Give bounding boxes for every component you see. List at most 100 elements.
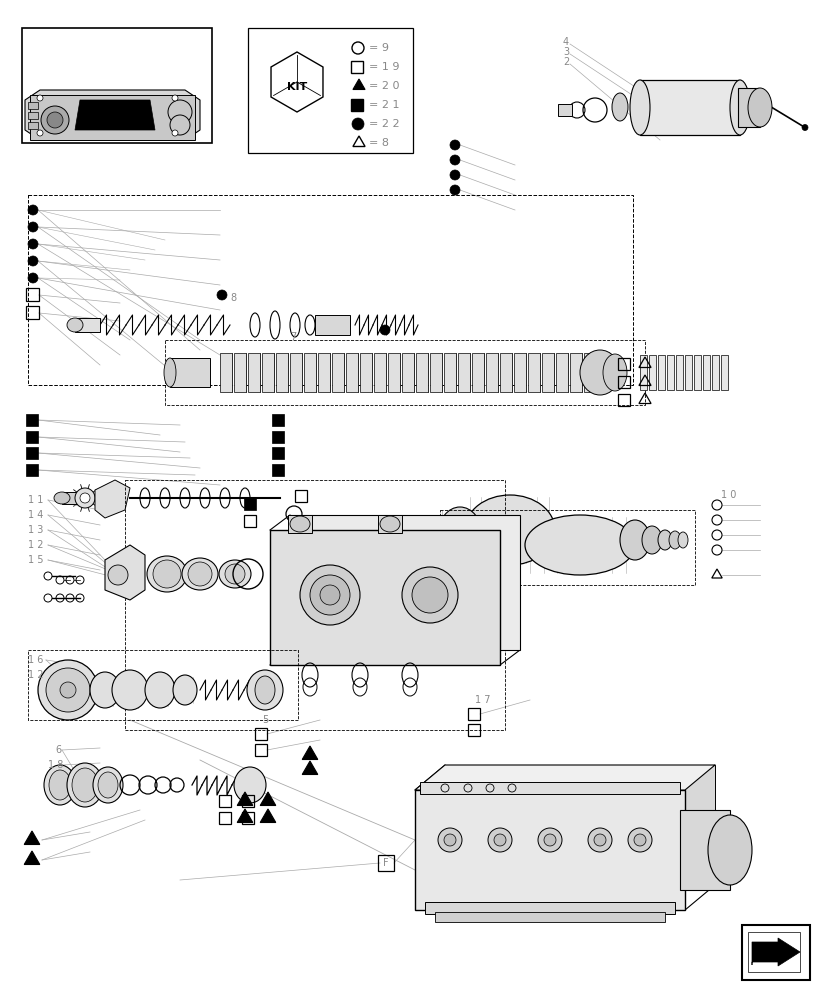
Text: 5: 5 — [261, 715, 268, 725]
Bar — [272, 431, 284, 443]
Ellipse shape — [611, 93, 627, 121]
Bar — [270, 530, 500, 665]
Ellipse shape — [677, 532, 687, 548]
Polygon shape — [260, 809, 275, 822]
Text: 1 8: 1 8 — [48, 760, 64, 770]
Bar — [639, 355, 646, 390]
Circle shape — [37, 95, 43, 101]
Ellipse shape — [707, 815, 751, 885]
Bar — [346, 353, 357, 392]
Bar — [248, 353, 260, 392]
Bar — [434, 912, 664, 922]
Ellipse shape — [629, 80, 649, 135]
Bar — [569, 353, 581, 392]
Circle shape — [60, 682, 76, 698]
Polygon shape — [237, 809, 252, 822]
Bar — [419, 782, 679, 794]
Text: 6: 6 — [55, 745, 61, 755]
Bar — [170, 358, 210, 387]
Bar — [457, 353, 470, 392]
Bar — [272, 464, 284, 476]
Ellipse shape — [225, 564, 245, 584]
Bar — [255, 728, 266, 740]
Ellipse shape — [188, 562, 212, 586]
Bar — [275, 353, 288, 392]
Bar — [351, 99, 362, 111]
Bar — [332, 353, 343, 392]
Bar — [617, 358, 629, 370]
Circle shape — [44, 594, 52, 602]
Ellipse shape — [289, 516, 309, 532]
Ellipse shape — [90, 672, 120, 708]
Bar — [415, 353, 428, 392]
Bar — [241, 795, 254, 807]
Text: 1 0: 1 0 — [720, 490, 735, 500]
Bar — [467, 708, 480, 720]
Text: 1 2: 1 2 — [28, 540, 44, 550]
Circle shape — [402, 567, 457, 623]
Bar — [374, 353, 385, 392]
Polygon shape — [260, 792, 275, 805]
Bar — [583, 353, 595, 392]
Ellipse shape — [67, 318, 83, 332]
Bar — [378, 855, 394, 871]
Ellipse shape — [54, 492, 70, 504]
Circle shape — [543, 834, 555, 846]
Circle shape — [309, 575, 350, 615]
Ellipse shape — [437, 507, 481, 563]
Bar — [288, 515, 312, 533]
Text: 1 3: 1 3 — [28, 525, 43, 535]
Circle shape — [351, 118, 364, 130]
Bar — [693, 355, 700, 390]
Ellipse shape — [173, 675, 197, 705]
Ellipse shape — [112, 670, 148, 710]
Circle shape — [449, 155, 460, 165]
Bar — [720, 355, 727, 390]
Circle shape — [587, 828, 611, 852]
Polygon shape — [751, 938, 799, 966]
Bar — [289, 353, 302, 392]
Bar — [557, 104, 571, 116]
Ellipse shape — [46, 668, 90, 712]
Bar — [429, 353, 442, 392]
Bar — [667, 355, 673, 390]
Bar — [62, 492, 82, 504]
Bar — [26, 464, 38, 476]
Bar — [424, 902, 674, 914]
Polygon shape — [75, 100, 155, 130]
Bar — [657, 355, 664, 390]
Bar — [75, 318, 100, 332]
Bar — [26, 288, 39, 301]
Ellipse shape — [182, 558, 218, 590]
Bar — [741, 925, 809, 980]
Text: 8: 8 — [230, 293, 236, 303]
Bar — [255, 744, 266, 756]
Bar — [244, 498, 256, 510]
Text: 4: 4 — [562, 37, 568, 47]
Ellipse shape — [218, 560, 251, 588]
Circle shape — [449, 140, 460, 150]
Bar — [485, 353, 497, 392]
Ellipse shape — [747, 88, 771, 127]
Circle shape — [168, 100, 192, 124]
Circle shape — [172, 95, 178, 101]
Bar — [244, 515, 256, 527]
Bar — [234, 353, 246, 392]
Ellipse shape — [49, 770, 71, 800]
Bar — [261, 353, 274, 392]
Circle shape — [28, 273, 38, 283]
Bar — [272, 447, 284, 459]
Bar — [28, 650, 298, 720]
Bar — [28, 112, 38, 119]
Text: 1 2: 1 2 — [28, 670, 44, 680]
Ellipse shape — [602, 354, 626, 391]
Text: 1 1: 1 1 — [28, 495, 43, 505]
Ellipse shape — [465, 495, 554, 565]
Circle shape — [28, 205, 38, 215]
Circle shape — [487, 828, 511, 852]
Ellipse shape — [255, 676, 275, 704]
Bar — [241, 812, 254, 824]
Circle shape — [299, 565, 360, 625]
Ellipse shape — [153, 560, 181, 588]
Bar — [542, 353, 553, 392]
